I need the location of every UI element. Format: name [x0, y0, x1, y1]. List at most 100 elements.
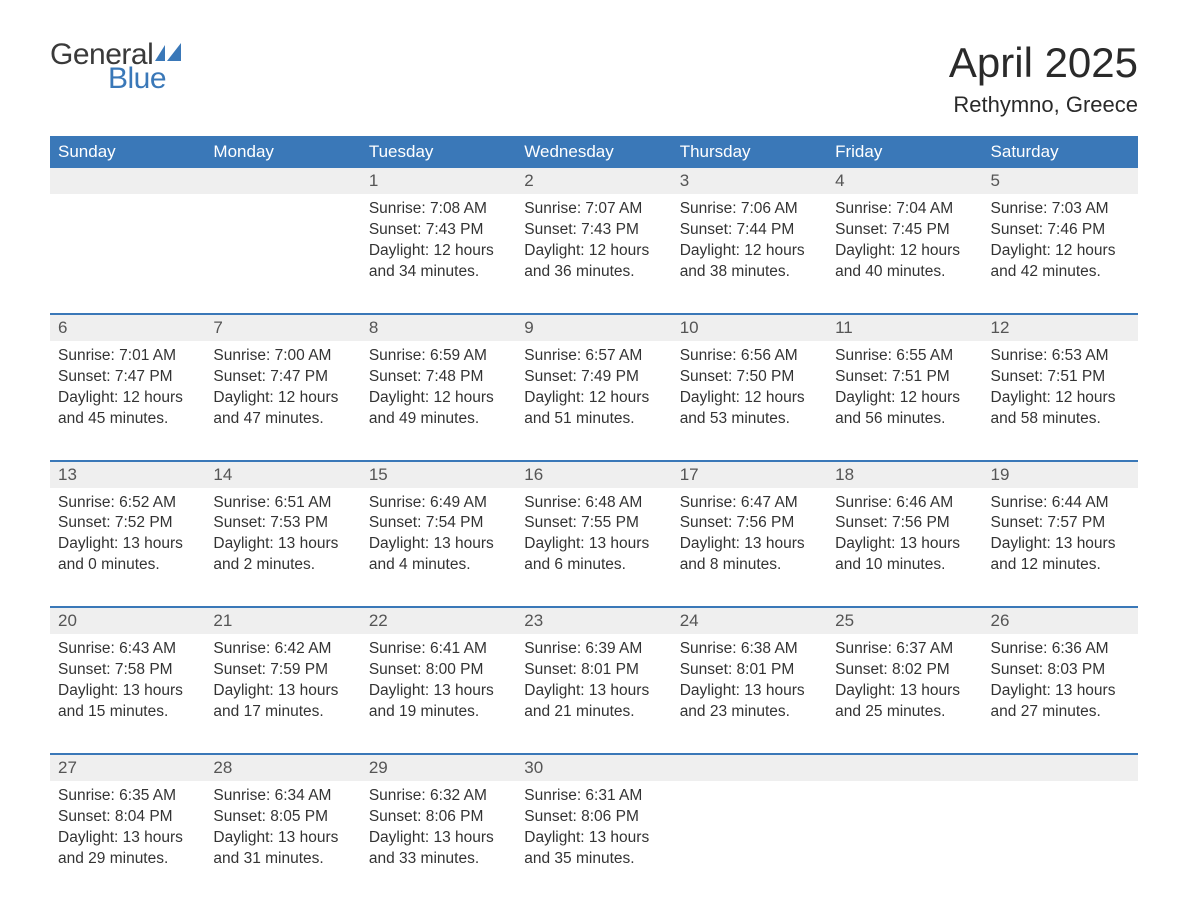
day-number: 20	[50, 608, 205, 634]
daylight-line: Daylight: 13 hours and 19 minutes.	[369, 681, 508, 723]
day-detail: Sunrise: 6:52 AMSunset: 7:52 PMDaylight:…	[50, 488, 205, 608]
day-detail: Sunrise: 6:55 AMSunset: 7:51 PMDaylight:…	[827, 341, 982, 461]
empty-day-detail	[827, 781, 982, 880]
sunrise-line: Sunrise: 6:39 AM	[524, 639, 663, 660]
daylight-line: Daylight: 12 hours and 36 minutes.	[524, 241, 663, 283]
daylight-line: Daylight: 13 hours and 35 minutes.	[524, 828, 663, 870]
day-detail: Sunrise: 6:42 AMSunset: 7:59 PMDaylight:…	[205, 634, 360, 754]
day-detail: Sunrise: 6:35 AMSunset: 8:04 PMDaylight:…	[50, 781, 205, 880]
logo-text-blue: Blue	[108, 64, 189, 94]
day-number: 18	[827, 462, 982, 488]
day-detail: Sunrise: 6:59 AMSunset: 7:48 PMDaylight:…	[361, 341, 516, 461]
day-number: 5	[983, 168, 1138, 194]
day-detail: Sunrise: 6:56 AMSunset: 7:50 PMDaylight:…	[672, 341, 827, 461]
sunrise-line: Sunrise: 7:06 AM	[680, 199, 819, 220]
empty-day-detail	[983, 781, 1138, 880]
sunset-line: Sunset: 7:54 PM	[369, 513, 508, 534]
day-number: 8	[361, 315, 516, 341]
daylight-line: Daylight: 12 hours and 45 minutes.	[58, 388, 197, 430]
day-number: 17	[672, 462, 827, 488]
daylight-line: Daylight: 12 hours and 47 minutes.	[213, 388, 352, 430]
day-number: 13	[50, 462, 205, 488]
daylight-line: Daylight: 13 hours and 25 minutes.	[835, 681, 974, 723]
daylight-line: Daylight: 12 hours and 51 minutes.	[524, 388, 663, 430]
day-number-row: 13141516171819	[50, 462, 1138, 488]
sunset-line: Sunset: 7:51 PM	[991, 367, 1130, 388]
sunset-line: Sunset: 8:01 PM	[524, 660, 663, 681]
day-number: 27	[50, 755, 205, 781]
empty-day-number	[983, 755, 1138, 781]
sunrise-line: Sunrise: 6:43 AM	[58, 639, 197, 660]
dow-friday: Friday	[827, 136, 982, 168]
day-detail: Sunrise: 7:04 AMSunset: 7:45 PMDaylight:…	[827, 194, 982, 314]
day-detail: Sunrise: 6:43 AMSunset: 7:58 PMDaylight:…	[50, 634, 205, 754]
dow-thursday: Thursday	[672, 136, 827, 168]
sunset-line: Sunset: 7:55 PM	[524, 513, 663, 534]
sunrise-line: Sunrise: 6:38 AM	[680, 639, 819, 660]
day-detail-row: Sunrise: 6:43 AMSunset: 7:58 PMDaylight:…	[50, 634, 1138, 754]
day-of-week-row: SundayMondayTuesdayWednesdayThursdayFrid…	[50, 136, 1138, 168]
day-detail: Sunrise: 6:44 AMSunset: 7:57 PMDaylight:…	[983, 488, 1138, 608]
day-detail-row: Sunrise: 6:35 AMSunset: 8:04 PMDaylight:…	[50, 781, 1138, 880]
sunset-line: Sunset: 7:49 PM	[524, 367, 663, 388]
daylight-line: Daylight: 13 hours and 29 minutes.	[58, 828, 197, 870]
day-detail: Sunrise: 6:49 AMSunset: 7:54 PMDaylight:…	[361, 488, 516, 608]
daylight-line: Daylight: 13 hours and 12 minutes.	[991, 534, 1130, 576]
month-title: April 2025	[949, 40, 1138, 86]
day-detail: Sunrise: 6:32 AMSunset: 8:06 PMDaylight:…	[361, 781, 516, 880]
sunrise-line: Sunrise: 7:03 AM	[991, 199, 1130, 220]
sunrise-line: Sunrise: 6:42 AM	[213, 639, 352, 660]
daylight-line: Daylight: 13 hours and 8 minutes.	[680, 534, 819, 576]
daylight-line: Daylight: 13 hours and 15 minutes.	[58, 681, 197, 723]
day-number: 11	[827, 315, 982, 341]
sunrise-line: Sunrise: 6:34 AM	[213, 786, 352, 807]
day-number: 28	[205, 755, 360, 781]
day-detail: Sunrise: 7:00 AMSunset: 7:47 PMDaylight:…	[205, 341, 360, 461]
sunrise-line: Sunrise: 7:08 AM	[369, 199, 508, 220]
sunset-line: Sunset: 7:43 PM	[369, 220, 508, 241]
day-number: 3	[672, 168, 827, 194]
daylight-line: Daylight: 12 hours and 56 minutes.	[835, 388, 974, 430]
day-detail: Sunrise: 6:51 AMSunset: 7:53 PMDaylight:…	[205, 488, 360, 608]
sunrise-line: Sunrise: 6:56 AM	[680, 346, 819, 367]
day-detail: Sunrise: 6:41 AMSunset: 8:00 PMDaylight:…	[361, 634, 516, 754]
day-detail: Sunrise: 7:06 AMSunset: 7:44 PMDaylight:…	[672, 194, 827, 314]
calendar-body: 12345Sunrise: 7:08 AMSunset: 7:43 PMDayl…	[50, 168, 1138, 879]
sunset-line: Sunset: 7:47 PM	[58, 367, 197, 388]
daylight-line: Daylight: 12 hours and 49 minutes.	[369, 388, 508, 430]
daylight-line: Daylight: 13 hours and 21 minutes.	[524, 681, 663, 723]
day-detail: Sunrise: 6:53 AMSunset: 7:51 PMDaylight:…	[983, 341, 1138, 461]
daylight-line: Daylight: 13 hours and 27 minutes.	[991, 681, 1130, 723]
sunrise-line: Sunrise: 7:07 AM	[524, 199, 663, 220]
sunrise-line: Sunrise: 6:46 AM	[835, 493, 974, 514]
day-number-row: 20212223242526	[50, 608, 1138, 634]
sunrise-line: Sunrise: 6:36 AM	[991, 639, 1130, 660]
sunrise-line: Sunrise: 6:32 AM	[369, 786, 508, 807]
daylight-line: Daylight: 12 hours and 38 minutes.	[680, 241, 819, 283]
sunset-line: Sunset: 8:02 PM	[835, 660, 974, 681]
day-number: 30	[516, 755, 671, 781]
sunset-line: Sunset: 8:06 PM	[524, 807, 663, 828]
day-detail: Sunrise: 7:08 AMSunset: 7:43 PMDaylight:…	[361, 194, 516, 314]
sunset-line: Sunset: 7:44 PM	[680, 220, 819, 241]
sunrise-line: Sunrise: 6:55 AM	[835, 346, 974, 367]
day-number: 23	[516, 608, 671, 634]
daylight-line: Daylight: 13 hours and 23 minutes.	[680, 681, 819, 723]
daylight-line: Daylight: 12 hours and 34 minutes.	[369, 241, 508, 283]
sunset-line: Sunset: 7:50 PM	[680, 367, 819, 388]
daylight-line: Daylight: 13 hours and 6 minutes.	[524, 534, 663, 576]
sunrise-line: Sunrise: 6:48 AM	[524, 493, 663, 514]
day-number-row: 27282930	[50, 755, 1138, 781]
empty-day-detail	[205, 194, 360, 314]
sunset-line: Sunset: 7:45 PM	[835, 220, 974, 241]
day-number-row: 12345	[50, 168, 1138, 194]
sunset-line: Sunset: 8:05 PM	[213, 807, 352, 828]
daylight-line: Daylight: 13 hours and 17 minutes.	[213, 681, 352, 723]
day-number: 25	[827, 608, 982, 634]
day-detail: Sunrise: 6:36 AMSunset: 8:03 PMDaylight:…	[983, 634, 1138, 754]
day-number-row: 6789101112	[50, 315, 1138, 341]
day-number: 21	[205, 608, 360, 634]
empty-day-number	[50, 168, 205, 194]
sunrise-line: Sunrise: 6:49 AM	[369, 493, 508, 514]
sunrise-line: Sunrise: 6:44 AM	[991, 493, 1130, 514]
